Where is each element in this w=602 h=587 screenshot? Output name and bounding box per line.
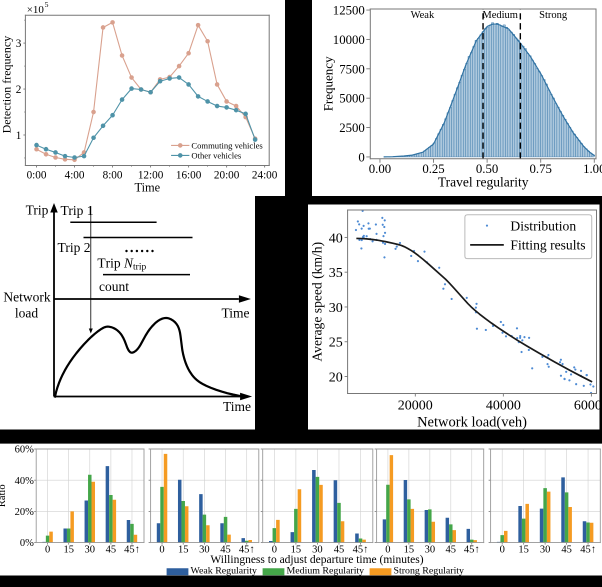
svg-text:45↑: 45↑ (124, 544, 140, 555)
svg-text:Detection frequency: Detection frequency (0, 36, 13, 134)
svg-text:Ratio: Ratio (0, 484, 8, 507)
svg-text:5: 5 (45, 0, 49, 9)
svg-text:8:00: 8:00 (103, 169, 123, 181)
svg-text:15: 15 (178, 544, 189, 555)
svg-text:16:00: 16:00 (176, 169, 202, 181)
svg-text:10000: 10000 (333, 33, 365, 47)
svg-text:40%: 40% (15, 476, 35, 487)
svg-text:12500: 12500 (333, 3, 365, 17)
svg-text:5000: 5000 (339, 92, 365, 106)
svg-text:0.00: 0.00 (369, 162, 391, 176)
svg-text:Network load(veh): Network load(veh) (417, 414, 527, 430)
svg-text:0.75: 0.75 (529, 162, 551, 176)
svg-text:Strong Regularity: Strong Regularity (394, 566, 465, 577)
svg-text:1.00: 1.00 (583, 162, 602, 176)
svg-text:4:00: 4:00 (65, 169, 85, 181)
svg-text:45↑: 45↑ (464, 544, 480, 555)
svg-text:Distribution: Distribution (510, 218, 576, 233)
svg-text:0%: 0% (20, 538, 34, 549)
svg-text:25: 25 (329, 336, 343, 351)
svg-text:count: count (99, 279, 129, 294)
svg-text:Frequency: Frequency (320, 56, 335, 111)
svg-text:Strong: Strong (539, 10, 568, 21)
svg-text:1: 1 (16, 130, 22, 142)
svg-text:30: 30 (425, 544, 436, 555)
svg-text:Medium: Medium (482, 10, 518, 21)
svg-text:Other vehicles: Other vehicles (191, 150, 242, 160)
svg-text:Commuting vehicles: Commuting vehicles (191, 140, 263, 150)
svg-text:×10: ×10 (27, 4, 45, 16)
svg-text:20%: 20% (15, 507, 35, 518)
svg-text:2: 2 (16, 84, 22, 96)
svg-text:24:00: 24:00 (252, 169, 278, 181)
svg-text:0: 0 (159, 544, 164, 555)
svg-text:0: 0 (500, 544, 505, 555)
svg-text:15: 15 (291, 544, 302, 555)
svg-text:40: 40 (329, 231, 343, 246)
svg-text:45: 45 (446, 544, 457, 555)
svg-text:Trip: Trip (26, 203, 49, 218)
svg-text:Weak Regularity: Weak Regularity (191, 566, 257, 577)
svg-text:30: 30 (329, 301, 343, 316)
svg-text:45↑: 45↑ (580, 544, 596, 555)
svg-text:60%: 60% (15, 445, 35, 456)
svg-text:Travel regularity: Travel regularity (438, 175, 529, 190)
svg-text:Medium Regularity: Medium Regularity (287, 566, 365, 577)
svg-text:load: load (15, 306, 38, 321)
svg-text:45: 45 (220, 544, 231, 555)
svg-text:Trip 2: Trip 2 (58, 240, 91, 255)
svg-text:45↑: 45↑ (239, 544, 255, 555)
svg-text:0: 0 (45, 544, 50, 555)
svg-text:Network: Network (3, 290, 50, 305)
svg-text:0.50: 0.50 (476, 162, 498, 176)
svg-text:30: 30 (540, 544, 551, 555)
svg-text:20: 20 (329, 370, 343, 385)
svg-text:60000: 60000 (574, 398, 602, 413)
svg-text:3: 3 (16, 38, 22, 50)
svg-text:7500: 7500 (339, 62, 365, 76)
svg-text:Time: Time (223, 399, 251, 414)
svg-text:Willingness to adjust departur: Willingness to adjust departure time (mi… (210, 554, 423, 566)
svg-text:0.25: 0.25 (422, 162, 444, 176)
svg-text:20:00: 20:00 (214, 169, 240, 181)
svg-text:2500: 2500 (339, 121, 365, 135)
svg-text:Time: Time (134, 180, 160, 194)
svg-text:0: 0 (358, 150, 364, 164)
svg-text:15: 15 (518, 544, 529, 555)
svg-text:12:00: 12:00 (138, 169, 164, 181)
svg-text:15: 15 (404, 544, 415, 555)
svg-text:30: 30 (312, 544, 323, 555)
svg-text:40000: 40000 (486, 398, 521, 413)
svg-text:Time: Time (221, 306, 249, 321)
svg-text:45: 45 (106, 544, 117, 555)
svg-text:0:00: 0:00 (27, 169, 47, 181)
svg-text:30: 30 (85, 544, 96, 555)
svg-text:T r i p: T r i p N t r i p (97, 254, 146, 273)
svg-text:Fitting results: Fitting results (510, 238, 585, 253)
svg-text:15: 15 (63, 544, 74, 555)
svg-text:Weak: Weak (411, 10, 435, 21)
svg-text:0: 0 (272, 544, 277, 555)
svg-text:35: 35 (329, 266, 343, 281)
svg-text:45: 45 (561, 544, 572, 555)
svg-text:45↑: 45↑ (353, 544, 369, 555)
svg-text:Average speed (km/h): Average speed (km/h) (309, 242, 325, 362)
svg-text:20000: 20000 (398, 398, 433, 413)
svg-text:45: 45 (334, 544, 345, 555)
svg-text:Trip 1: Trip 1 (61, 203, 94, 218)
svg-text:30: 30 (199, 544, 210, 555)
svg-text:0: 0 (385, 544, 390, 555)
